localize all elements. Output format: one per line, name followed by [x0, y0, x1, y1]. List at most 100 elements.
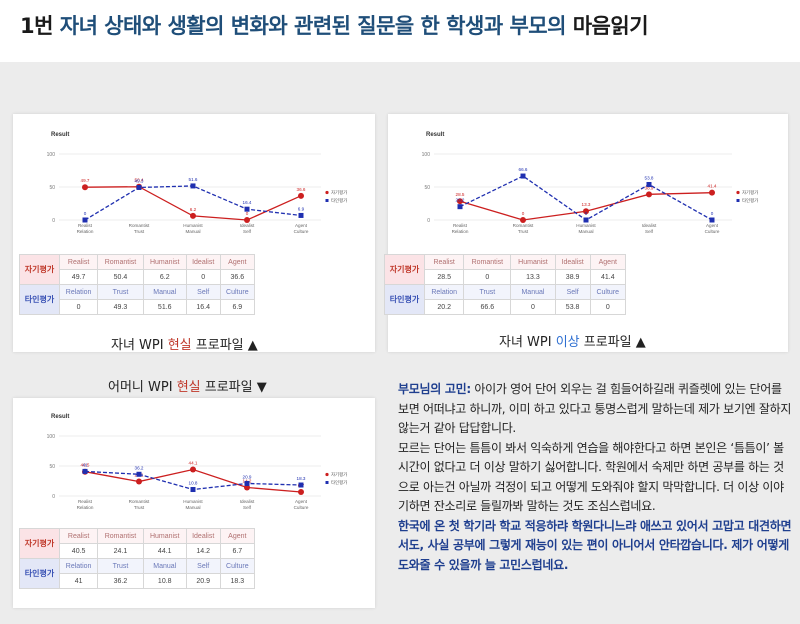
legend-label: 자기평가: [742, 189, 758, 196]
chart-title: Result: [51, 414, 69, 420]
table-cell: 49.7: [58, 269, 99, 285]
table-row: 41 36.2 10.8 20.9 18.3: [20, 573, 256, 589]
mother-real-score-table: 자기평가 Realist Romantist Humanist Idealist Agen…: [19, 528, 256, 589]
legend-marker: [325, 472, 329, 477]
x-tick-label: Realist: [78, 499, 93, 504]
data-point: [244, 480, 250, 486]
child-real-score-table: 자기평가 Realist Romantist Humanist Idealist Agen…: [19, 254, 256, 315]
data-point: [136, 471, 142, 477]
x-tick-label: Self: [645, 229, 654, 234]
table-cell: Romantist: [97, 528, 144, 544]
row-header: 타인평가: [19, 284, 60, 315]
x-tick-label: Romantist: [129, 499, 150, 504]
table-cell: Agent: [589, 254, 627, 270]
row-header: 자기평가: [384, 254, 425, 285]
table-cell: Realist: [58, 254, 99, 270]
child-real-chart: Result 100 50 0 Realist Relation Romantist Trus…: [25, 126, 361, 246]
data-label: 49.3: [135, 178, 144, 183]
data-label: 51.6: [189, 177, 198, 182]
table-row: 20.2 66.6 0 53.8 0: [385, 299, 627, 315]
child-real-profile-panel: Result 100 50 0 Realist Relation Romantist Trus…: [13, 114, 375, 352]
table-row: 28.5 0 13.3 38.9 41.4: [385, 269, 627, 285]
data-label: 41: [82, 462, 88, 467]
data-point: [646, 191, 652, 198]
table-cell: 66.6: [463, 299, 512, 315]
child-ideal-score-table: 자기평가 Realist Romantist Humanist Idealist Agen…: [384, 254, 627, 315]
table-cell: 13.3: [510, 269, 556, 285]
table-cell: 53.8: [554, 299, 591, 315]
data-point: [709, 217, 715, 223]
table-cell: 0: [58, 299, 99, 315]
table-cell: 0: [463, 269, 512, 285]
data-label: 18.3: [297, 476, 306, 481]
table-cell: 18.3: [219, 573, 256, 589]
x-tick-label: Culture: [294, 229, 309, 234]
child-real-caption: 자녀 WPI 현실 프로파일 ▲: [111, 338, 258, 353]
title-main: 자녀 상태와 생활의 변화와 관련된 질문을 한 학생과 부모의: [59, 14, 567, 38]
data-label: 50.4: [135, 178, 144, 183]
y-tick-label: 100: [422, 152, 431, 158]
table-cell: 0: [510, 299, 556, 315]
concern-paragraph-2: 모르는 단어는 틈틈이 봐서 익숙하게 연습을 해야한다고 하면 본인은 ‘틈틈…: [398, 440, 784, 514]
table-cell: 24.1: [97, 543, 144, 559]
data-label: 66.6: [519, 167, 528, 172]
chart-title: Result: [51, 132, 69, 138]
table-cell: 20.9: [185, 573, 221, 589]
child-ideal-caption: 자녀 WPI 이상 프로파일 ▲: [499, 335, 646, 350]
table-cell: Realist: [58, 528, 99, 544]
x-tick-label: Agent: [706, 223, 719, 228]
y-tick-label: 50: [49, 464, 55, 470]
row-header: 자기평가: [19, 528, 60, 559]
x-tick-label: Humanist: [576, 223, 596, 228]
table-cell: 44.1: [142, 543, 187, 559]
x-tick-label: Self: [243, 229, 252, 234]
data-point: [646, 181, 652, 187]
table-cell: 36.6: [219, 269, 256, 285]
table-cell: 6.2: [142, 269, 187, 285]
table-row: 자기평가 Realist Romantist Humanist Idealist Agen…: [19, 528, 256, 559]
data-label: 6.2: [190, 207, 197, 212]
table-row: 자기평가 Realist Romantist Humanist Idealist Agen…: [19, 254, 256, 285]
table-cell: 49.3: [97, 299, 144, 315]
table-cell: Culture: [589, 284, 627, 300]
data-label: 6.9: [298, 206, 305, 211]
data-point: [457, 198, 463, 205]
table-cell: Manual: [510, 284, 556, 300]
data-point: [244, 217, 250, 223]
legend-marker: [325, 481, 329, 484]
data-point: [190, 466, 196, 473]
data-point: [298, 488, 304, 495]
table-cell: Culture: [219, 284, 256, 300]
table-cell: Romantist: [463, 254, 512, 270]
data-label: 0: [522, 211, 525, 216]
table-cell: 36.2: [97, 573, 144, 589]
data-label: 20.2: [456, 198, 465, 203]
table-row: 타인평가 Relation Trust Manual Self Culture: [384, 284, 627, 315]
x-tick-label: Relation: [452, 229, 469, 234]
legend-label: 타인평가: [331, 197, 347, 204]
data-label: 38.9: [645, 185, 654, 190]
concern-paragraph-3: 한국에 온 첫 학기라 학교 적응하랴 학원다니느랴 애쓰고 있어서 고맙고 대…: [398, 518, 792, 572]
row-header: 자기평가: [19, 254, 60, 285]
table-cell: Humanist: [510, 254, 556, 270]
data-label: 28.5: [456, 192, 465, 197]
table-cell: 6.7: [219, 543, 256, 559]
legend-label: 타인평가: [331, 479, 347, 486]
legend-label: 자기평가: [331, 471, 347, 478]
legend-marker: [736, 190, 740, 195]
table-cell: Agent: [219, 528, 256, 544]
table-cell: 0: [589, 299, 627, 315]
table-cell: 14.2: [185, 543, 221, 559]
concern-lead: 부모님의 고민:: [398, 382, 471, 396]
row-header: 타인평가: [384, 284, 425, 315]
x-tick-label: Humanist: [183, 223, 203, 228]
table-cell: 28.5: [423, 269, 465, 285]
mother-real-caption: 어머니 WPI 현실 프로파일 ▼: [108, 380, 267, 395]
table-cell: Romantist: [97, 254, 144, 270]
x-tick-label: Self: [243, 505, 252, 510]
x-tick-label: Realist: [453, 223, 468, 228]
data-point: [244, 484, 250, 491]
data-label: 40.5: [81, 463, 90, 468]
y-tick-label: 50: [424, 185, 430, 191]
child-ideal-profile-panel: Result 100 50 0 Realist Relation Romantist Trus…: [384, 114, 788, 352]
